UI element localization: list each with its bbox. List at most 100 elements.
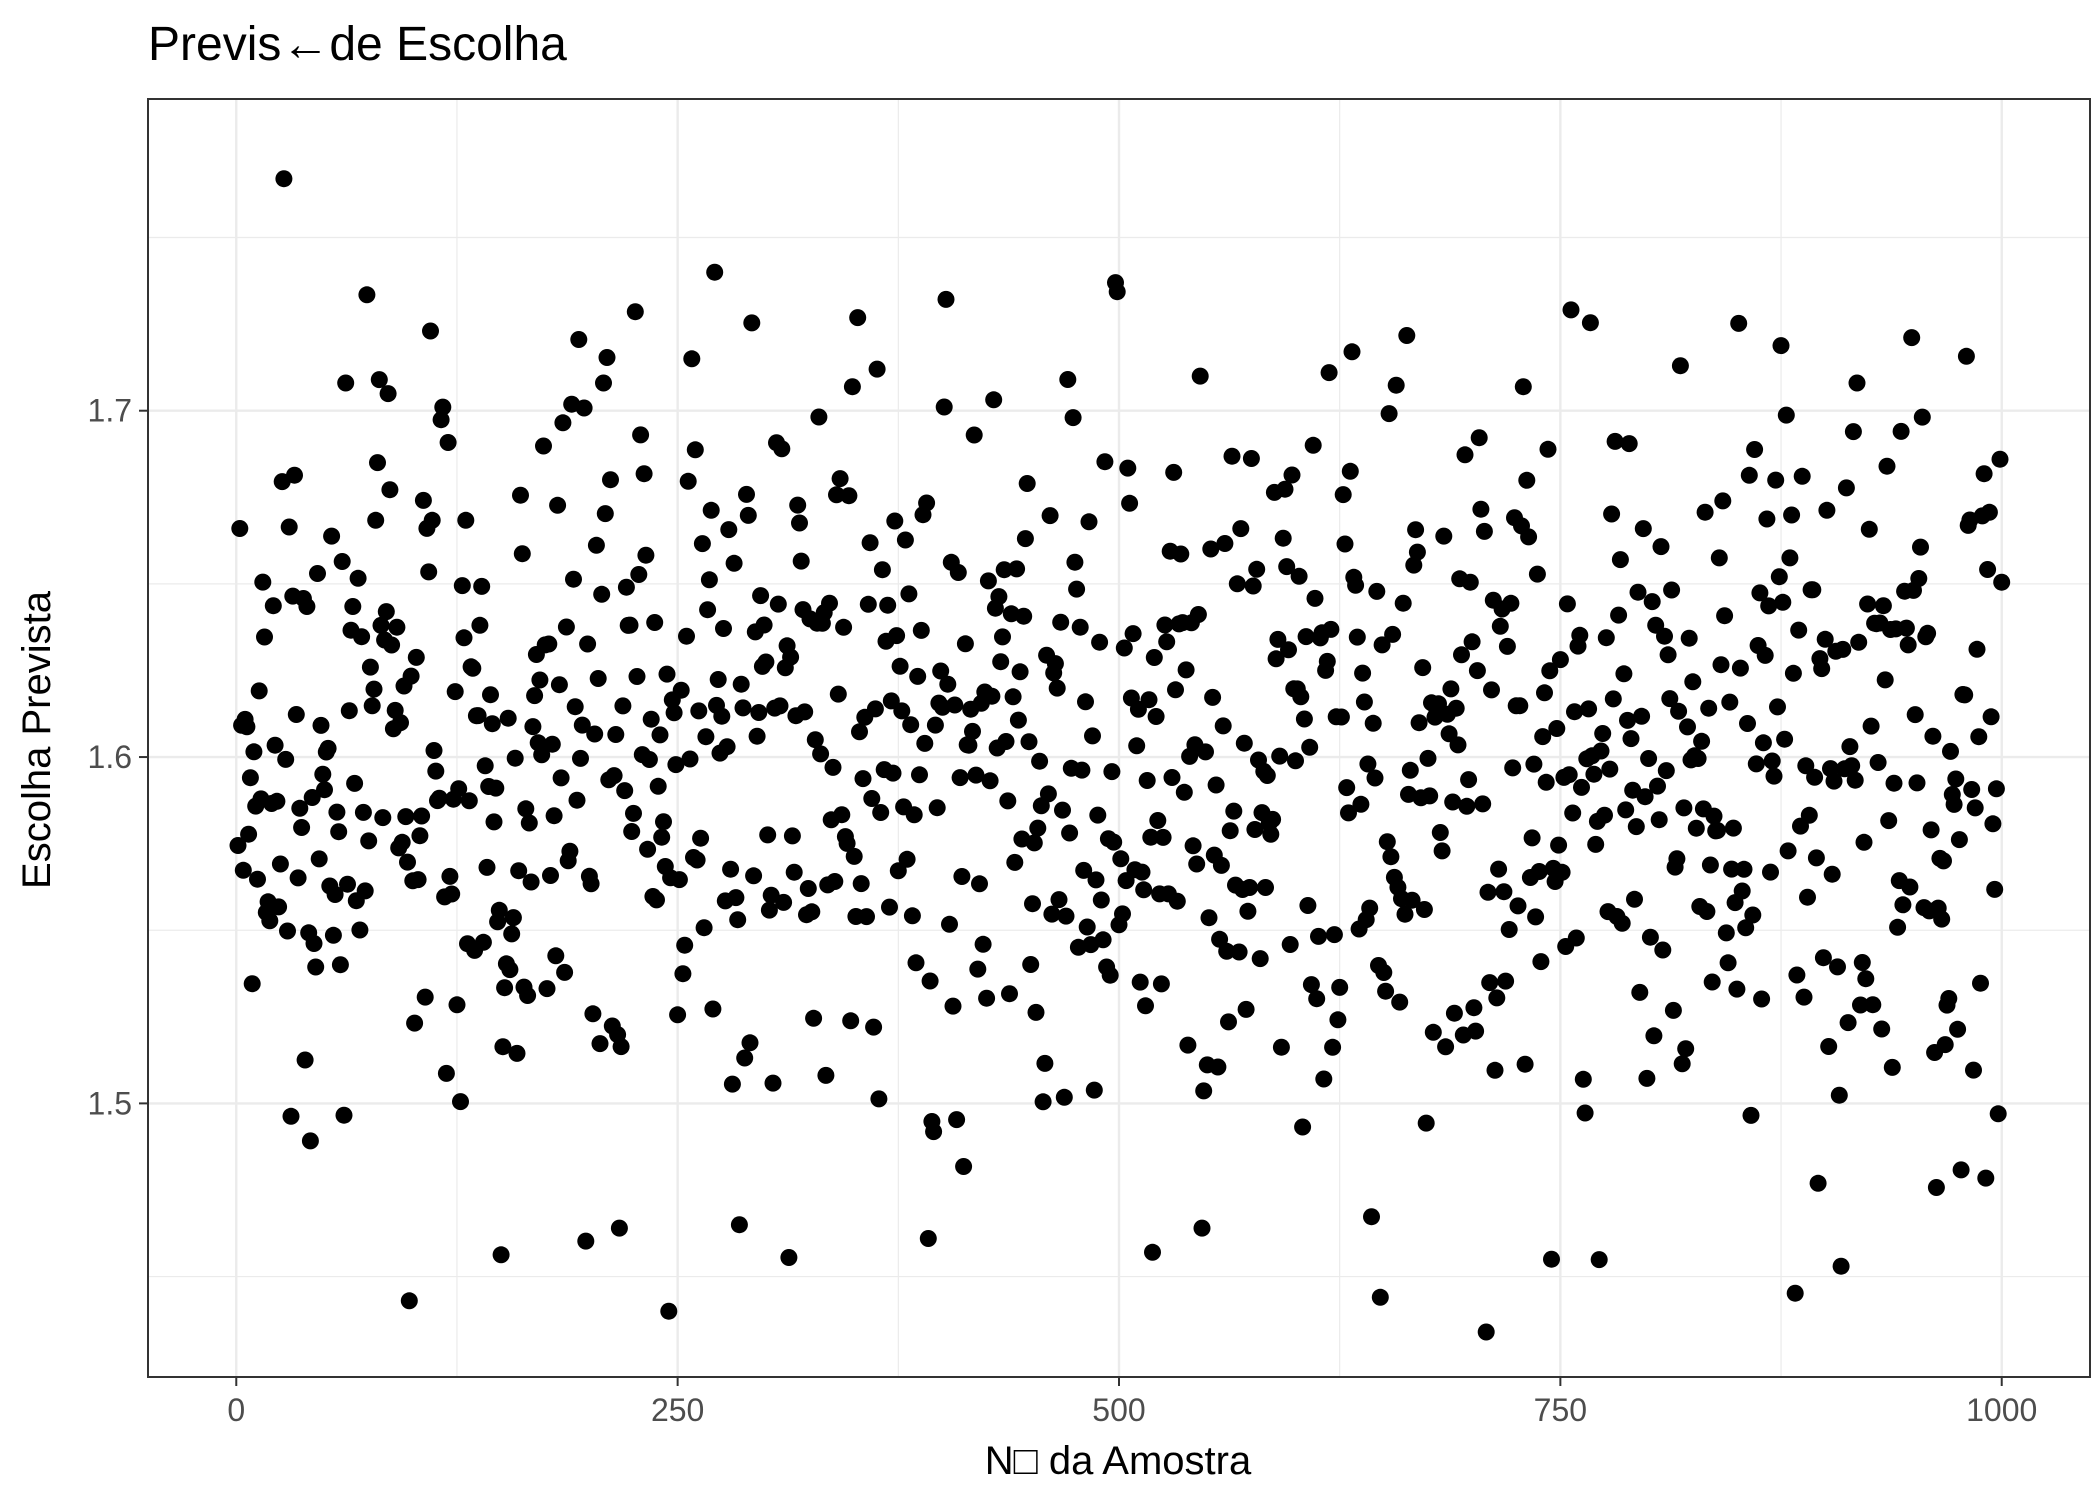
data-point [1509,897,1527,915]
data-point [374,809,392,827]
data-point [1640,750,1658,767]
data-point [448,996,466,1014]
data-point [494,1038,512,1056]
data-point [1287,752,1304,770]
data-point [704,1000,722,1018]
data-point [640,751,658,768]
data-point [817,1066,835,1084]
data-point [1280,641,1297,659]
data-point [1800,806,1818,824]
data-point [1804,581,1822,599]
data-point [1242,450,1260,467]
data-point [1197,743,1214,761]
data-point [1892,422,1910,440]
data-point [829,685,847,703]
data-point [1765,767,1783,785]
data-point [1463,633,1481,651]
data-point [593,585,611,603]
data-point [921,972,939,990]
data-point [614,697,632,715]
data-point [1329,1011,1347,1029]
data-point [1264,810,1282,828]
data-point [478,858,496,876]
data-point [1124,625,1142,643]
data-point [1442,680,1460,698]
data-point [1468,662,1486,680]
data-point [1527,908,1545,926]
y-axis: 1.5 1.6 1.7 [88,393,148,1121]
data-point [1061,824,1079,842]
data-point [1576,1104,1594,1122]
data-point [1518,471,1536,489]
data-point [1643,593,1661,611]
data-point [773,440,791,458]
data-point [1214,717,1232,735]
data-point [1564,804,1582,822]
data-point [1705,807,1723,825]
data-point [1936,1036,1954,1054]
data-point [1786,1284,1804,1302]
data-point [960,736,978,754]
data-point [1908,774,1926,792]
data-point [526,687,544,705]
data-point [499,709,517,727]
data-point [291,799,309,817]
data-point [1709,822,1726,839]
data-point [1613,914,1631,932]
data-point [1933,910,1951,928]
data-point [911,766,928,784]
data-point [757,653,775,671]
data-point [1523,829,1541,847]
data-point [903,907,921,925]
data-point [1876,671,1894,689]
data-point [699,601,717,619]
data-point [535,437,552,455]
data-point [1057,907,1075,925]
data-point [1221,822,1239,840]
data-point [937,290,955,308]
data-point [1832,1257,1850,1275]
data-point [1154,828,1172,846]
data-point [697,728,715,746]
data-point [1762,863,1779,881]
data-point [1859,595,1877,613]
data-point [1016,530,1034,548]
data-point [1246,821,1264,838]
data-point [314,765,332,783]
data-point [1906,706,1924,724]
data-point [713,707,731,725]
data-point [1043,905,1061,923]
data-point [240,825,258,843]
data-point [287,706,305,723]
data-point [1649,777,1666,795]
data-point [1474,795,1492,813]
data-point [231,520,249,537]
data-point [1758,510,1776,528]
data-point [457,511,475,529]
data-point [455,629,473,647]
data-point [293,819,311,836]
data-point [792,552,810,570]
data-point [1331,978,1349,996]
data-point [1384,625,1402,643]
data-point [1142,828,1160,846]
data-point [1610,606,1628,624]
data-point [1668,850,1686,868]
data-point [430,789,448,807]
data-point [586,725,604,743]
data-point [1783,506,1801,524]
data-point [492,1246,510,1264]
data-point [446,683,464,701]
data-point [469,707,487,725]
data-point [1701,856,1719,874]
data-point [775,893,793,911]
data-point [243,975,261,993]
data-point [919,1230,937,1247]
data-point [1585,765,1603,783]
data-point [330,823,348,841]
data-point [955,1158,973,1175]
data-point [1020,733,1038,751]
data-point [667,756,685,774]
data-point [1318,652,1336,670]
data-point [1806,768,1824,786]
